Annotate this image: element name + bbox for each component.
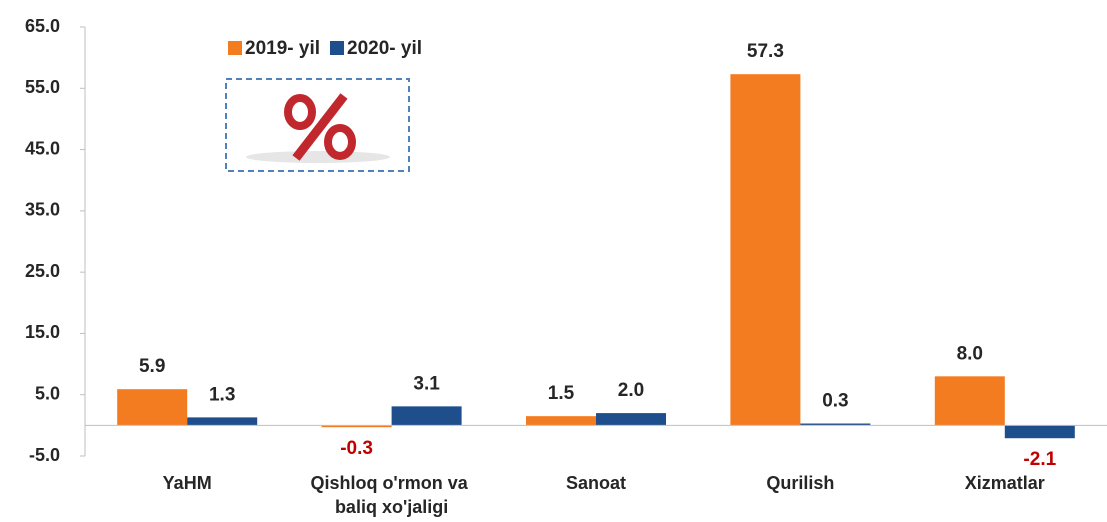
value-label: 3.1 [413,373,440,394]
bar [187,417,258,426]
icon-shadow [246,151,390,163]
x-tick-label: Xizmatlar [965,473,1045,493]
icon-shape [284,94,316,130]
value-label: 8.0 [957,343,983,364]
legend-swatch [228,41,242,55]
y-tick-label: 35.0 [25,200,60,220]
icon-frame [225,78,410,172]
bar [391,406,462,426]
bar [526,416,596,426]
y-tick-label: 5.0 [35,383,60,403]
y-tick-label: 55.0 [25,77,60,97]
y-tick-label: 65.0 [25,16,60,36]
legend-label: 2019- yil [245,38,320,59]
icon-shape [324,124,356,160]
x-tick-label: Sanoat [566,473,626,493]
icon [225,78,410,172]
x-tick-label: YaHM [163,473,212,493]
value-label: 1.3 [209,384,235,405]
bar [596,413,666,426]
y-tick-label: 15.0 [25,322,60,342]
value-label: 2.0 [618,380,644,401]
value-label: 0.3 [822,391,848,412]
legend-label: 2020- yil [347,38,422,59]
bar [730,74,801,426]
icon-shape [292,93,348,161]
bar [321,425,392,428]
y-tick-label: 25.0 [25,261,60,281]
bar [800,423,871,426]
x-tick-label: Qurilish [766,473,834,493]
bar [934,376,1005,426]
x-tick-label: Qishloq o'rmon va baliq xo'jaligi [310,473,472,517]
value-label: 57.3 [747,41,784,62]
y-tick-label: 45.0 [25,138,60,158]
value-label: 5.9 [139,356,165,377]
bar [1004,425,1075,439]
value-label: -0.3 [340,438,373,459]
value-label: 1.5 [548,383,575,404]
legend-swatch [330,41,344,55]
y-tick-label: -5.0 [29,445,60,465]
bar [117,389,188,426]
value-label: -2.1 [1023,449,1056,470]
